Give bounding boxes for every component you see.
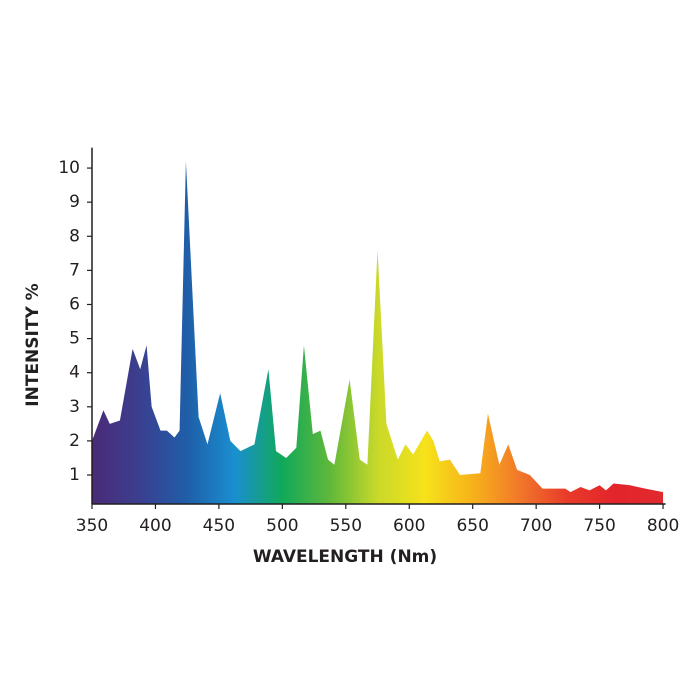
x-tick-label: 600 [393,516,425,536]
x-tick-label: 700 [520,516,552,536]
x-tick-label: 550 [330,516,362,536]
y-tick-label: 10 [58,158,80,178]
y-tick-label: 3 [69,397,80,417]
spectrum-area [92,161,664,504]
x-tick-label: 400 [139,516,171,536]
y-tick-label: 2 [69,431,80,451]
y-tick-label: 5 [69,329,80,349]
x-tick-label: 500 [266,516,298,536]
x-tick-label: 750 [583,516,615,536]
y-tick-label: 9 [69,192,80,212]
x-tick-label: 800 [647,516,679,536]
y-axis-label: INTENSITY % [23,283,43,406]
y-tick-label: 6 [69,294,80,314]
x-tick-label: 450 [203,516,235,536]
y-tick-label: 8 [69,226,80,246]
x-axis-label: WAVELENGTH (Nm) [253,547,437,567]
x-tick-label: 350 [76,516,108,536]
y-tick-label: 7 [69,260,80,280]
x-tick-label: 650 [456,516,488,536]
y-tick-label: 4 [69,363,80,383]
y-tick-label: 1 [69,465,80,485]
